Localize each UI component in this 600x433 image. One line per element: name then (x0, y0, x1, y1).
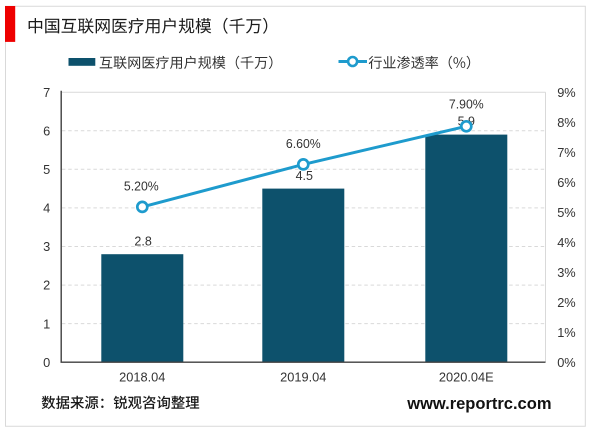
svg-text:4%: 4% (557, 235, 576, 250)
svg-text:3%: 3% (557, 265, 576, 280)
svg-text:6: 6 (43, 123, 50, 138)
svg-text:5.20%: 5.20% (124, 179, 159, 194)
svg-text:5: 5 (43, 162, 50, 177)
svg-text:2%: 2% (557, 295, 576, 310)
svg-text:6.60%: 6.60% (286, 136, 321, 151)
svg-text:0: 0 (43, 355, 50, 370)
svg-text:7%: 7% (557, 145, 576, 160)
svg-text:2018.04: 2018.04 (119, 370, 165, 385)
svg-text:7.90%: 7.90% (449, 96, 484, 111)
svg-text:2: 2 (43, 278, 50, 293)
svg-text:2020.04E: 2020.04E (439, 370, 494, 385)
svg-text:0%: 0% (557, 355, 576, 370)
svg-text:www.reportrc.com: www.reportrc.com (406, 395, 551, 413)
svg-text:6%: 6% (557, 175, 576, 190)
svg-text:3: 3 (43, 239, 50, 254)
svg-text:4: 4 (43, 201, 50, 216)
svg-text:2.8: 2.8 (134, 234, 151, 248)
svg-text:1: 1 (43, 316, 50, 331)
svg-text:5%: 5% (557, 205, 576, 220)
svg-text:2019.04: 2019.04 (280, 370, 326, 385)
svg-text:8%: 8% (557, 115, 576, 130)
svg-text:4.5: 4.5 (296, 169, 313, 183)
svg-text:7: 7 (43, 85, 50, 100)
svg-text:9%: 9% (557, 85, 576, 100)
svg-text:1%: 1% (557, 325, 576, 340)
